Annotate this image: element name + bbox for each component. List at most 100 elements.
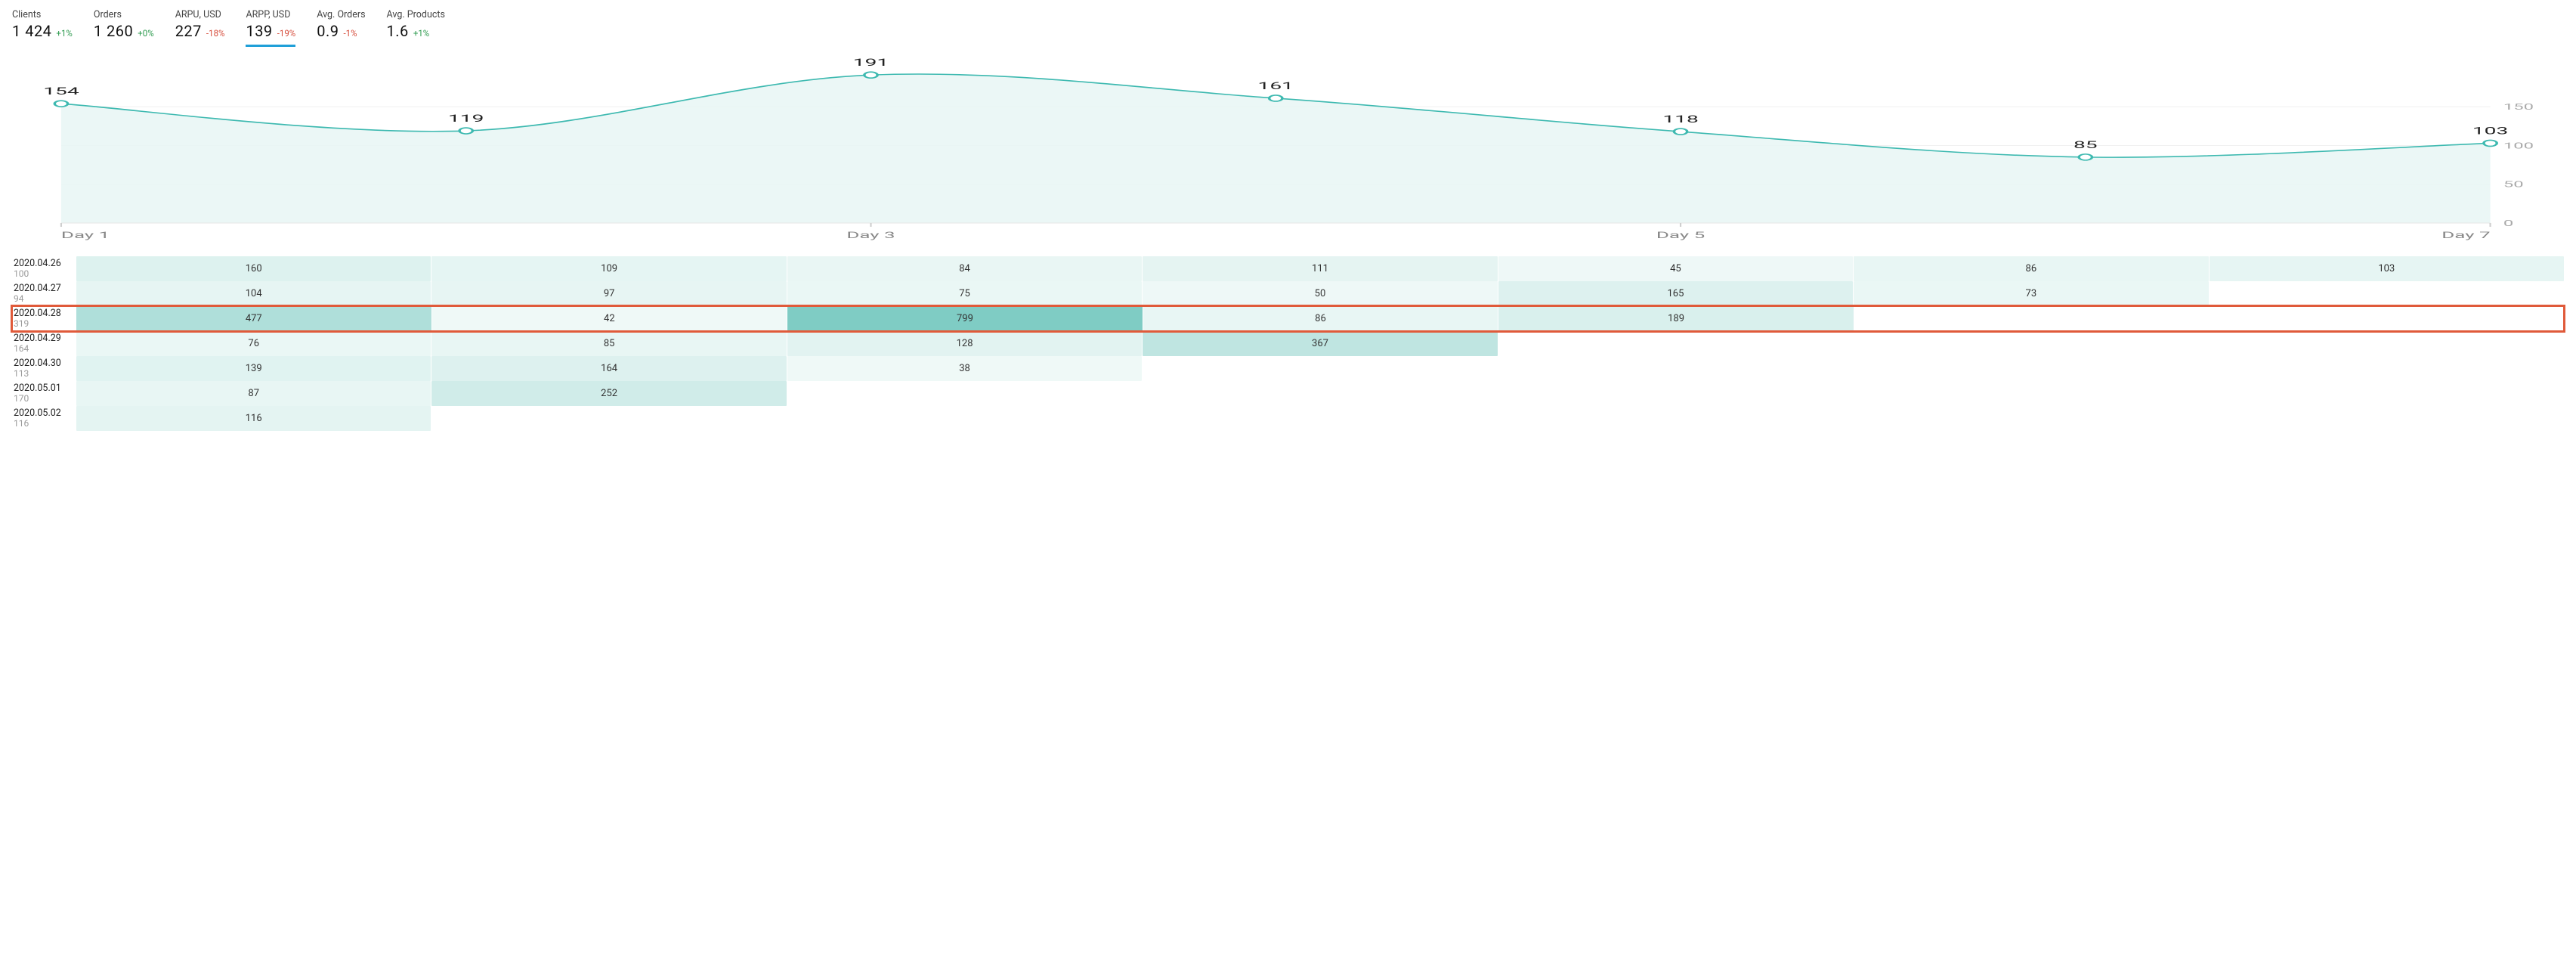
chart-point-label: 85 <box>2073 140 2098 151</box>
metric-arpu[interactable]: ARPU, USD227-18% <box>175 9 225 45</box>
cohort-sub: 116 <box>14 419 76 429</box>
cohort-cell: 85 <box>431 331 786 356</box>
metric-delta: -1% <box>343 28 357 39</box>
chart-point <box>1269 95 1282 101</box>
metric-label: Avg. Orders <box>317 9 365 20</box>
metric-value: 139 <box>246 22 272 40</box>
cohort-cell: 50 <box>1143 281 1497 306</box>
cohort-cell: 367 <box>1143 331 1497 356</box>
cohort-cell <box>1143 381 1497 406</box>
cohort-row-head: 2020.05.01170 <box>12 381 76 406</box>
cohort-sub: 164 <box>14 344 76 354</box>
cohort-cell <box>1854 381 2208 406</box>
cohort-cell: 76 <box>76 331 431 356</box>
cohort-date: 2020.05.01 <box>14 383 76 394</box>
cohort-row[interactable]: 2020.04.3011313916438 <box>12 356 2564 381</box>
cohort-table: 2020.04.261001601098411145861032020.04.2… <box>12 256 2564 431</box>
cohort-cell <box>1854 306 2210 331</box>
metric-avgorders[interactable]: Avg. Orders 0.9 -1% <box>317 9 365 45</box>
cohort-cell: 86 <box>1854 256 2208 281</box>
cohort-row[interactable]: 2020.04.291647685128367 <box>12 331 2564 356</box>
cohort-cell: 139 <box>76 356 431 381</box>
cohort-row-head: 2020.04.30113 <box>12 356 76 381</box>
chart-y-tick: 100 <box>2503 141 2534 150</box>
chart-y-tick: 150 <box>2503 102 2534 112</box>
cohort-cell <box>1498 331 1853 356</box>
cohort-sub: 94 <box>14 294 76 304</box>
cohort-cell: 109 <box>431 256 786 281</box>
metric-avgprod[interactable]: Avg. Products1.6+1% <box>387 9 445 45</box>
chart-x-label: Day 1 <box>61 230 110 240</box>
cohort-row[interactable]: 2020.04.279410497755016573 <box>12 281 2564 306</box>
cohort-sub: 113 <box>14 369 76 379</box>
metric-value: 1.6 <box>387 22 409 40</box>
chart-point <box>459 128 472 134</box>
chart-point-label: 103 <box>2472 125 2508 137</box>
metric-label: Avg. Products <box>387 9 445 20</box>
metric-value: 0.9 <box>317 22 339 40</box>
metric-clients[interactable]: Clients1 424+1% <box>12 9 73 45</box>
cohort-cell <box>1854 331 2208 356</box>
cohort-row-head: 2020.04.2794 <box>12 281 76 306</box>
cohort-cell <box>1854 356 2208 381</box>
cohort-row-head: 2020.05.02116 <box>12 406 76 431</box>
cohort-cell: 73 <box>1854 281 2208 306</box>
cohort-cell: 86 <box>1143 306 1498 331</box>
cohort-cell <box>2210 331 2564 356</box>
cohort-cell: 45 <box>1498 256 1853 281</box>
cohort-cell <box>1498 381 1853 406</box>
chart-point-label: 161 <box>1258 81 1294 92</box>
cohort-date: 2020.04.27 <box>14 283 76 294</box>
chart-point-label: 191 <box>853 57 889 69</box>
cohort-cell <box>1143 406 1497 431</box>
cohort-cells: 4774279986189 <box>76 306 2565 331</box>
chart-y-tick: 0 <box>2503 218 2513 228</box>
metric-label: ARPP, USD <box>246 9 295 20</box>
cohort-cell: 104 <box>76 281 431 306</box>
cohort-row[interactable]: 2020.04.26100160109841114586103 <box>12 256 2564 281</box>
cohort-cells: 7685128367 <box>76 331 2564 356</box>
cohort-cell: 42 <box>432 306 787 331</box>
chart-point <box>864 72 877 78</box>
chart-point-label: 119 <box>448 113 484 125</box>
cohort-date: 2020.04.30 <box>14 358 76 369</box>
cohort-cell: 75 <box>787 281 1142 306</box>
cohort-row-head: 2020.04.28319 <box>12 306 76 331</box>
cohort-cell <box>2210 281 2564 306</box>
cohort-row[interactable]: 2020.04.283194774279986189 <box>12 306 2564 331</box>
cohort-cell <box>2210 381 2564 406</box>
cohort-cell: 799 <box>787 306 1143 331</box>
metric-label: ARPU, USD <box>175 9 225 20</box>
cohort-cells: 116 <box>76 406 2564 431</box>
metrics-bar: Clients1 424+1%Orders1 260+0%ARPU, USD22… <box>12 9 2564 47</box>
arpp-trend-chart: 05010015015411919116111885103Day 1Day 3D… <box>12 53 2564 246</box>
cohort-date: 2020.04.28 <box>14 308 76 319</box>
metric-delta: +1% <box>56 28 72 39</box>
cohort-row[interactable]: 2020.05.02116116 <box>12 406 2564 431</box>
cohort-row-head: 2020.04.29164 <box>12 331 76 356</box>
cohort-row[interactable]: 2020.05.0117087252 <box>12 381 2564 406</box>
chart-x-label: Day 3 <box>846 230 895 240</box>
cohort-cell: 165 <box>1498 281 1853 306</box>
metric-arpp[interactable]: ARPP, USD139-19% <box>246 9 295 47</box>
cohort-cell: 189 <box>1498 306 1854 331</box>
cohort-cell <box>1854 406 2208 431</box>
metric-label: Orders <box>94 9 154 20</box>
chart-point-label: 118 <box>1662 114 1698 125</box>
cohort-cell: 87 <box>76 381 431 406</box>
cohort-cell: 164 <box>431 356 786 381</box>
cohort-cell <box>2210 356 2564 381</box>
metric-orders[interactable]: Orders1 260+0% <box>94 9 154 45</box>
cohort-sub: 100 <box>14 269 76 279</box>
cohort-cells: 10497755016573 <box>76 281 2564 306</box>
cohort-sub: 319 <box>14 319 76 329</box>
metric-value: 1 260 <box>94 22 133 40</box>
chart-point-label: 154 <box>43 86 79 98</box>
cohort-cell: 38 <box>787 356 1142 381</box>
cohort-cell <box>1498 356 1853 381</box>
cohort-cell: 252 <box>431 381 786 406</box>
cohort-cell <box>431 406 786 431</box>
cohort-cell: 97 <box>431 281 786 306</box>
chart-x-label: Day 7 <box>2441 230 2490 240</box>
chart-point <box>54 101 67 107</box>
